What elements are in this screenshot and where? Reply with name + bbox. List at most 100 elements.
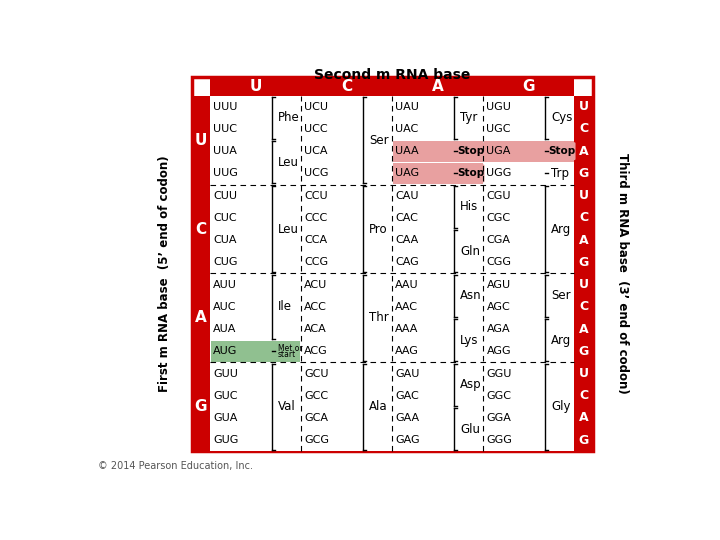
Bar <box>575 318 593 340</box>
Text: GAC: GAC <box>395 391 419 401</box>
Text: UAU: UAU <box>395 102 419 112</box>
Text: ACA: ACA <box>305 324 327 334</box>
Text: CGU: CGU <box>487 191 511 201</box>
Bar <box>192 273 210 362</box>
Text: UAC: UAC <box>395 124 418 134</box>
Text: AUA: AUA <box>213 324 237 334</box>
Text: Cys: Cys <box>551 111 572 124</box>
Text: CAU: CAU <box>395 191 419 201</box>
Text: AAC: AAC <box>395 302 418 312</box>
Text: UUU: UUU <box>213 102 238 112</box>
Text: AAU: AAU <box>395 280 419 289</box>
Text: A: A <box>579 411 588 424</box>
Bar <box>210 96 301 185</box>
Text: UCU: UCU <box>305 102 328 112</box>
Text: GCC: GCC <box>305 391 328 401</box>
Text: AGG: AGG <box>487 346 511 356</box>
Bar <box>301 77 392 96</box>
Bar <box>575 96 593 118</box>
Text: G: G <box>579 167 589 180</box>
Text: AGU: AGU <box>487 280 510 289</box>
Text: Stop: Stop <box>549 146 575 156</box>
Text: GCU: GCU <box>305 368 329 379</box>
Text: Phe: Phe <box>278 111 300 124</box>
Text: GGU: GGU <box>487 368 512 379</box>
Bar <box>483 96 575 185</box>
Text: GUG: GUG <box>213 435 238 445</box>
Text: GGG: GGG <box>487 435 513 445</box>
Text: UAA: UAA <box>395 146 419 156</box>
Text: AAG: AAG <box>395 346 419 356</box>
Text: GUA: GUA <box>213 413 238 423</box>
Bar <box>301 362 392 451</box>
Text: GCA: GCA <box>305 413 328 423</box>
Text: GUU: GUU <box>213 368 238 379</box>
Bar <box>575 384 593 407</box>
Text: © 2014 Pearson Education, Inc.: © 2014 Pearson Education, Inc. <box>98 461 253 471</box>
Text: UUC: UUC <box>213 124 237 134</box>
Bar <box>575 296 593 318</box>
Bar <box>301 185 392 273</box>
Bar <box>393 141 482 161</box>
Bar <box>483 273 575 362</box>
Text: Leu: Leu <box>278 156 299 169</box>
Text: CUU: CUU <box>213 191 237 201</box>
Bar <box>210 185 301 273</box>
Text: AUU: AUU <box>213 280 237 289</box>
Text: Ile: Ile <box>278 300 292 313</box>
Text: U: U <box>194 132 207 147</box>
Text: CAG: CAG <box>395 258 419 267</box>
Text: Tyr: Tyr <box>460 111 477 124</box>
Text: Gly: Gly <box>551 400 571 414</box>
Text: C: C <box>579 300 588 313</box>
Text: AAA: AAA <box>395 324 419 334</box>
Text: GGC: GGC <box>487 391 511 401</box>
Text: GAG: GAG <box>395 435 420 445</box>
Text: U: U <box>579 100 589 113</box>
Text: GUC: GUC <box>213 391 238 401</box>
Bar <box>575 185 593 207</box>
Text: CUC: CUC <box>213 213 237 223</box>
Bar <box>484 141 574 161</box>
Text: CUG: CUG <box>213 258 238 267</box>
Bar <box>575 340 593 362</box>
Bar <box>483 185 575 273</box>
Text: UUA: UUA <box>213 146 237 156</box>
Text: C: C <box>195 221 207 237</box>
Text: CCU: CCU <box>305 191 328 201</box>
Text: CAA: CAA <box>395 235 418 245</box>
Bar <box>192 185 210 273</box>
Text: A: A <box>579 322 588 335</box>
Text: start: start <box>278 350 296 359</box>
Bar <box>575 140 593 163</box>
Text: UGG: UGG <box>487 168 512 178</box>
Text: Ala: Ala <box>369 400 387 414</box>
Text: Leu: Leu <box>278 222 299 235</box>
Text: ACG: ACG <box>305 346 328 356</box>
Text: Thr: Thr <box>369 312 389 325</box>
Text: GAU: GAU <box>395 368 420 379</box>
Text: C: C <box>341 79 352 94</box>
Bar <box>301 96 392 185</box>
Bar <box>393 163 482 184</box>
Bar <box>392 185 483 273</box>
Text: GGA: GGA <box>487 413 511 423</box>
Text: Second m RNA base: Second m RNA base <box>314 68 470 82</box>
Bar <box>575 273 593 296</box>
Bar <box>192 77 593 451</box>
Text: A: A <box>579 145 588 158</box>
Text: Val: Val <box>278 400 296 414</box>
Text: G: G <box>194 400 207 414</box>
Text: ACU: ACU <box>305 280 328 289</box>
Text: G: G <box>523 79 535 94</box>
Text: A: A <box>432 79 444 94</box>
Text: C: C <box>579 211 588 225</box>
Bar <box>575 163 593 185</box>
Text: U: U <box>579 367 589 380</box>
Bar <box>210 77 301 96</box>
Text: Trp: Trp <box>551 167 569 180</box>
Text: UGC: UGC <box>487 124 511 134</box>
Text: AUG: AUG <box>213 346 238 356</box>
Bar <box>575 118 593 140</box>
Text: CGA: CGA <box>487 235 510 245</box>
